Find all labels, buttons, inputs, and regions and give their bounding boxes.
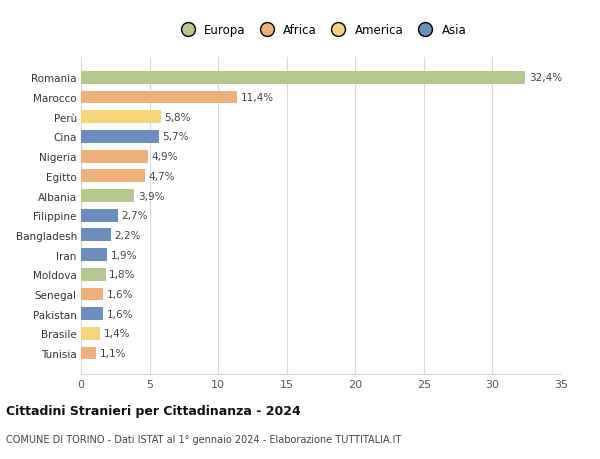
- Text: 4,7%: 4,7%: [149, 171, 175, 181]
- Text: 1,6%: 1,6%: [106, 289, 133, 299]
- Text: 1,4%: 1,4%: [104, 329, 130, 339]
- Bar: [81, 170, 145, 183]
- Text: 3,9%: 3,9%: [138, 191, 164, 201]
- Bar: [81, 347, 96, 360]
- Text: 2,2%: 2,2%: [115, 230, 141, 241]
- Bar: [81, 269, 106, 281]
- Text: 11,4%: 11,4%: [241, 93, 274, 103]
- Bar: [81, 308, 103, 320]
- Bar: [81, 229, 111, 242]
- Text: 1,8%: 1,8%: [109, 270, 136, 280]
- Bar: [81, 91, 238, 104]
- Text: 1,1%: 1,1%: [100, 348, 126, 358]
- Text: 1,9%: 1,9%: [110, 250, 137, 260]
- Text: 4,9%: 4,9%: [152, 152, 178, 162]
- Bar: [81, 327, 100, 340]
- Bar: [81, 190, 134, 202]
- Bar: [81, 249, 107, 262]
- Legend: Europa, Africa, America, Asia: Europa, Africa, America, Asia: [171, 19, 471, 41]
- Text: 1,6%: 1,6%: [106, 309, 133, 319]
- Bar: [81, 111, 161, 124]
- Text: Cittadini Stranieri per Cittadinanza - 2024: Cittadini Stranieri per Cittadinanza - 2…: [6, 404, 301, 417]
- Bar: [81, 288, 103, 301]
- Bar: [81, 151, 148, 163]
- Text: COMUNE DI TORINO - Dati ISTAT al 1° gennaio 2024 - Elaborazione TUTTITALIA.IT: COMUNE DI TORINO - Dati ISTAT al 1° genn…: [6, 434, 401, 444]
- Text: 2,7%: 2,7%: [121, 211, 148, 221]
- Bar: [81, 209, 118, 222]
- Text: 32,4%: 32,4%: [529, 73, 562, 83]
- Bar: [81, 72, 526, 84]
- Text: 5,7%: 5,7%: [163, 132, 189, 142]
- Bar: [81, 131, 159, 144]
- Text: 5,8%: 5,8%: [164, 112, 190, 123]
